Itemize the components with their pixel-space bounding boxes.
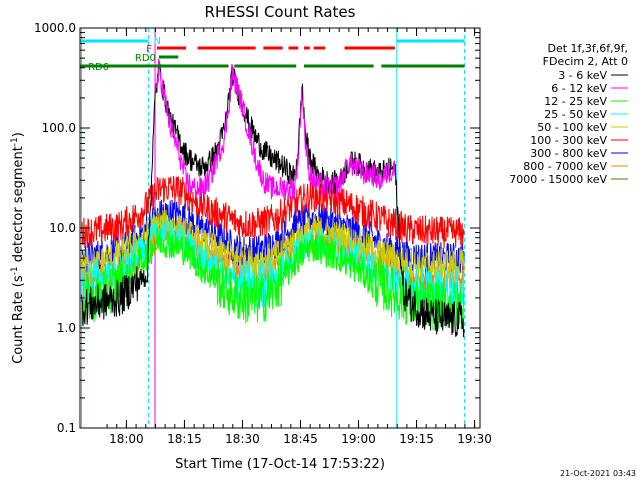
state-bar-label-flare: F <box>146 44 152 55</box>
state-bar-label-rd0: RD0 <box>135 53 156 64</box>
x-tick-label: 18:45 <box>283 432 318 446</box>
legend-entry-label: 6 - 12 keV <box>551 82 607 95</box>
x-tick-label: 18:30 <box>225 432 260 446</box>
legend-entry-label: 12 - 25 keV <box>544 95 607 108</box>
x-tick-label: 19:15 <box>399 432 434 446</box>
y-axis-label: Count Rate (s-1 detector segment-1) <box>10 132 26 364</box>
legend-entry-label: 100 - 300 keV <box>530 134 607 147</box>
footer-date: 21-Oct-2021 03:43 <box>560 469 636 478</box>
legend-entry-label: 25 - 50 keV <box>544 108 607 121</box>
x-tick-label: 19:30 <box>457 432 492 446</box>
axes-group: 0.1 1.0 10.0 100.0 1000.0 18:00 18:15 18:30 18:4… <box>34 21 492 446</box>
series-group <box>81 58 465 338</box>
legend-entry-label: 50 - 100 keV <box>537 121 607 134</box>
state-bar-label-rd6: RD6 <box>88 62 109 73</box>
y-tick-label: 10.0 <box>49 221 76 235</box>
legend-entry-label: 800 - 7000 keV <box>523 160 607 173</box>
x-tick-label: 19:00 <box>341 432 376 446</box>
legend-entry-label: 7000 - 15000 keV <box>509 173 607 186</box>
y-tick-label: 1.0 <box>57 321 76 335</box>
legend-header-line2: FDecim 2, Att 0 <box>543 55 628 68</box>
y-axis-label-exp1: -1 <box>10 266 20 275</box>
series-2-line <box>81 227 465 331</box>
y-axis-label-main: Count Rate (s <box>11 275 26 364</box>
x-tick-label: 18:00 <box>109 432 144 446</box>
y-axis-label-close: ) <box>11 132 26 137</box>
series-0-line <box>81 60 465 338</box>
legend: Det 1f,3f,6f,9f, FDecim 2, Att 0 3 - 6 k… <box>509 42 628 186</box>
y-tick-label: 100.0 <box>42 121 76 135</box>
y-tick-label: 0.1 <box>57 421 76 435</box>
y-axis-label-tail: detector segment <box>11 146 26 266</box>
y-tick-label: 1000.0 <box>34 21 76 35</box>
legend-entry-label: 300 - 800 keV <box>530 147 607 160</box>
series-1-line <box>154 58 396 201</box>
legend-header-line1: Det 1f,3f,6f,9f, <box>547 42 628 55</box>
legend-entry-label: 3 - 6 keV <box>558 69 607 82</box>
x-axis-label: Start Time (17-Oct-14 17:53:22) <box>175 457 385 472</box>
series-5-line <box>81 175 465 249</box>
y-axis-label-exp2: -1 <box>10 137 20 146</box>
series-6-line <box>81 199 465 274</box>
state-bar-label-night: N <box>153 36 160 47</box>
x-tick-label: 18:15 <box>167 432 202 446</box>
chart-title: RHESSI Count Rates <box>205 3 356 21</box>
